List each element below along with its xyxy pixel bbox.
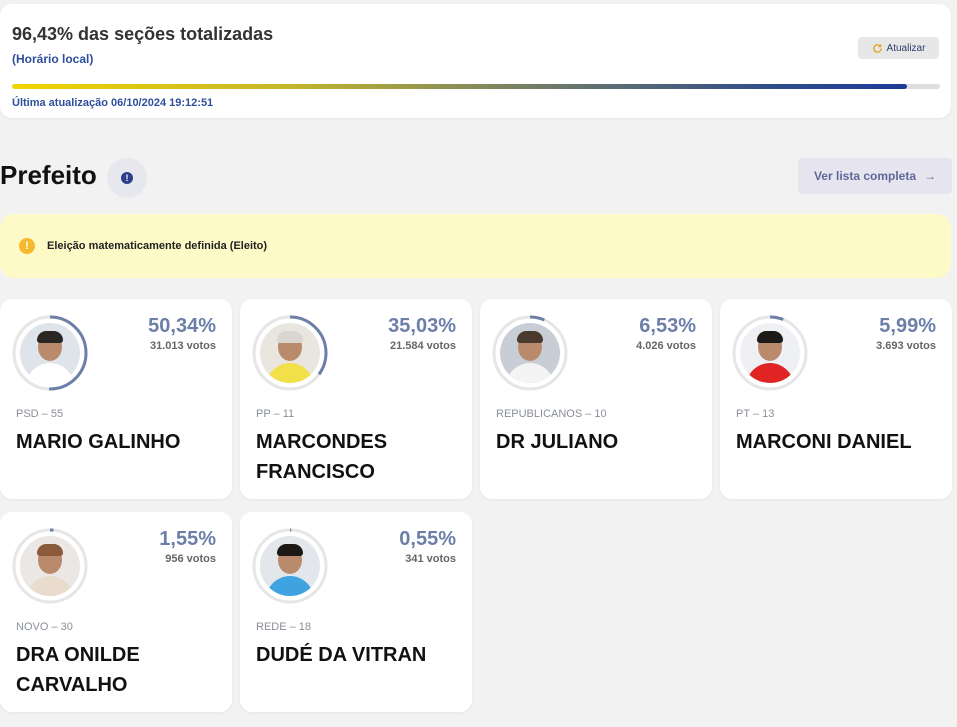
status-card: 96,43% das seções totalizadas (Horário l…: [0, 4, 951, 118]
local-time-note: (Horário local): [12, 52, 94, 66]
arrow-right-icon: →: [924, 169, 937, 183]
candidate-card[interactable]: 0,55% 341 votos REDE – 18 DUDÉ DA VITRAN: [240, 512, 472, 712]
candidate-votes: 4.026 votos: [636, 340, 696, 352]
candidate-photo: [260, 536, 320, 596]
candidate-name: DRA ONILDE CARVALHO: [16, 644, 140, 696]
info-button[interactable]: !: [107, 158, 147, 198]
candidate-votes: 21.584 votos: [389, 340, 456, 352]
candidate-card[interactable]: 1,55% 956 votos NOVO – 30 DRA ONILDE CAR…: [0, 512, 232, 712]
refresh-label: Atualizar: [886, 42, 926, 54]
candidate-card[interactable]: 50,34% 31.013 votos PSD – 55 MARIO GALIN…: [0, 299, 232, 499]
info-icon: !: [121, 172, 133, 184]
candidate-card[interactable]: 35,03% 21.584 votos PP – 11 MARCONDES FR…: [240, 299, 472, 499]
refresh-button[interactable]: Atualizar: [858, 37, 939, 59]
candidate-photo: [740, 323, 800, 383]
refresh-icon: [872, 43, 882, 53]
candidate-name: MARIO GALINHO: [16, 431, 181, 453]
candidate-vote-ring: [252, 528, 328, 604]
candidate-vote-ring: [252, 315, 328, 391]
candidate-vote-ring: [12, 315, 88, 391]
candidate-vote-ring: [732, 315, 808, 391]
candidate-party: REDE – 18: [256, 621, 312, 633]
last-update: Última atualização 06/10/2024 19:12:51: [12, 97, 214, 109]
candidate-votes: 31.013 votos: [149, 340, 216, 352]
progress-fill: [12, 84, 907, 89]
candidate-name: DR JULIANO: [496, 431, 619, 453]
candidate-party: PT – 13: [736, 408, 775, 420]
candidate-percent: 50,34%: [148, 315, 216, 337]
candidate-percent: 5,99%: [879, 315, 936, 337]
election-alert: ! Eleição matematicamente definida (Elei…: [0, 214, 951, 278]
candidate-votes: 3.693 votos: [876, 340, 936, 352]
candidate-name: MARCONI DANIEL: [736, 431, 912, 453]
candidate-party: REPUBLICANOS – 10: [496, 408, 607, 420]
candidate-photo: [500, 323, 560, 383]
candidate-card[interactable]: 6,53% 4.026 votos REPUBLICANOS – 10 DR J…: [480, 299, 712, 499]
candidate-vote-ring: [492, 315, 568, 391]
candidate-party: PP – 11: [256, 408, 295, 420]
view-full-list-button[interactable]: Ver lista completa →: [798, 158, 952, 194]
candidate-votes: 341 votos: [405, 553, 456, 565]
candidate-party: NOVO – 30: [16, 621, 73, 633]
candidate-photo: [20, 323, 80, 383]
candidate-name: MARCONDES FRANCISCO: [256, 431, 388, 483]
candidate-percent: 35,03%: [388, 315, 456, 337]
candidate-party: PSD – 55: [16, 408, 64, 420]
candidate-percent: 6,53%: [639, 315, 696, 337]
totalization-progress: [12, 84, 940, 89]
candidate-votes: 956 votos: [165, 553, 216, 565]
candidate-photo: [260, 323, 320, 383]
view-full-list-label: Ver lista completa: [813, 169, 917, 183]
candidate-card[interactable]: 5,99% 3.693 votos PT – 13 MARCONI DANIEL: [720, 299, 952, 499]
candidate-percent: 0,55%: [399, 528, 456, 550]
candidate-vote-ring: [12, 528, 88, 604]
candidate-photo: [20, 536, 80, 596]
warning-icon: !: [19, 238, 35, 254]
alert-text: Eleição matematicamente definida (Eleito…: [47, 240, 268, 252]
section-title: Prefeito: [0, 160, 97, 190]
candidate-percent: 1,55%: [159, 528, 216, 550]
status-title: 96,43% das seções totalizadas: [12, 24, 274, 44]
candidate-name: DUDÉ DA VITRAN: [256, 644, 427, 666]
